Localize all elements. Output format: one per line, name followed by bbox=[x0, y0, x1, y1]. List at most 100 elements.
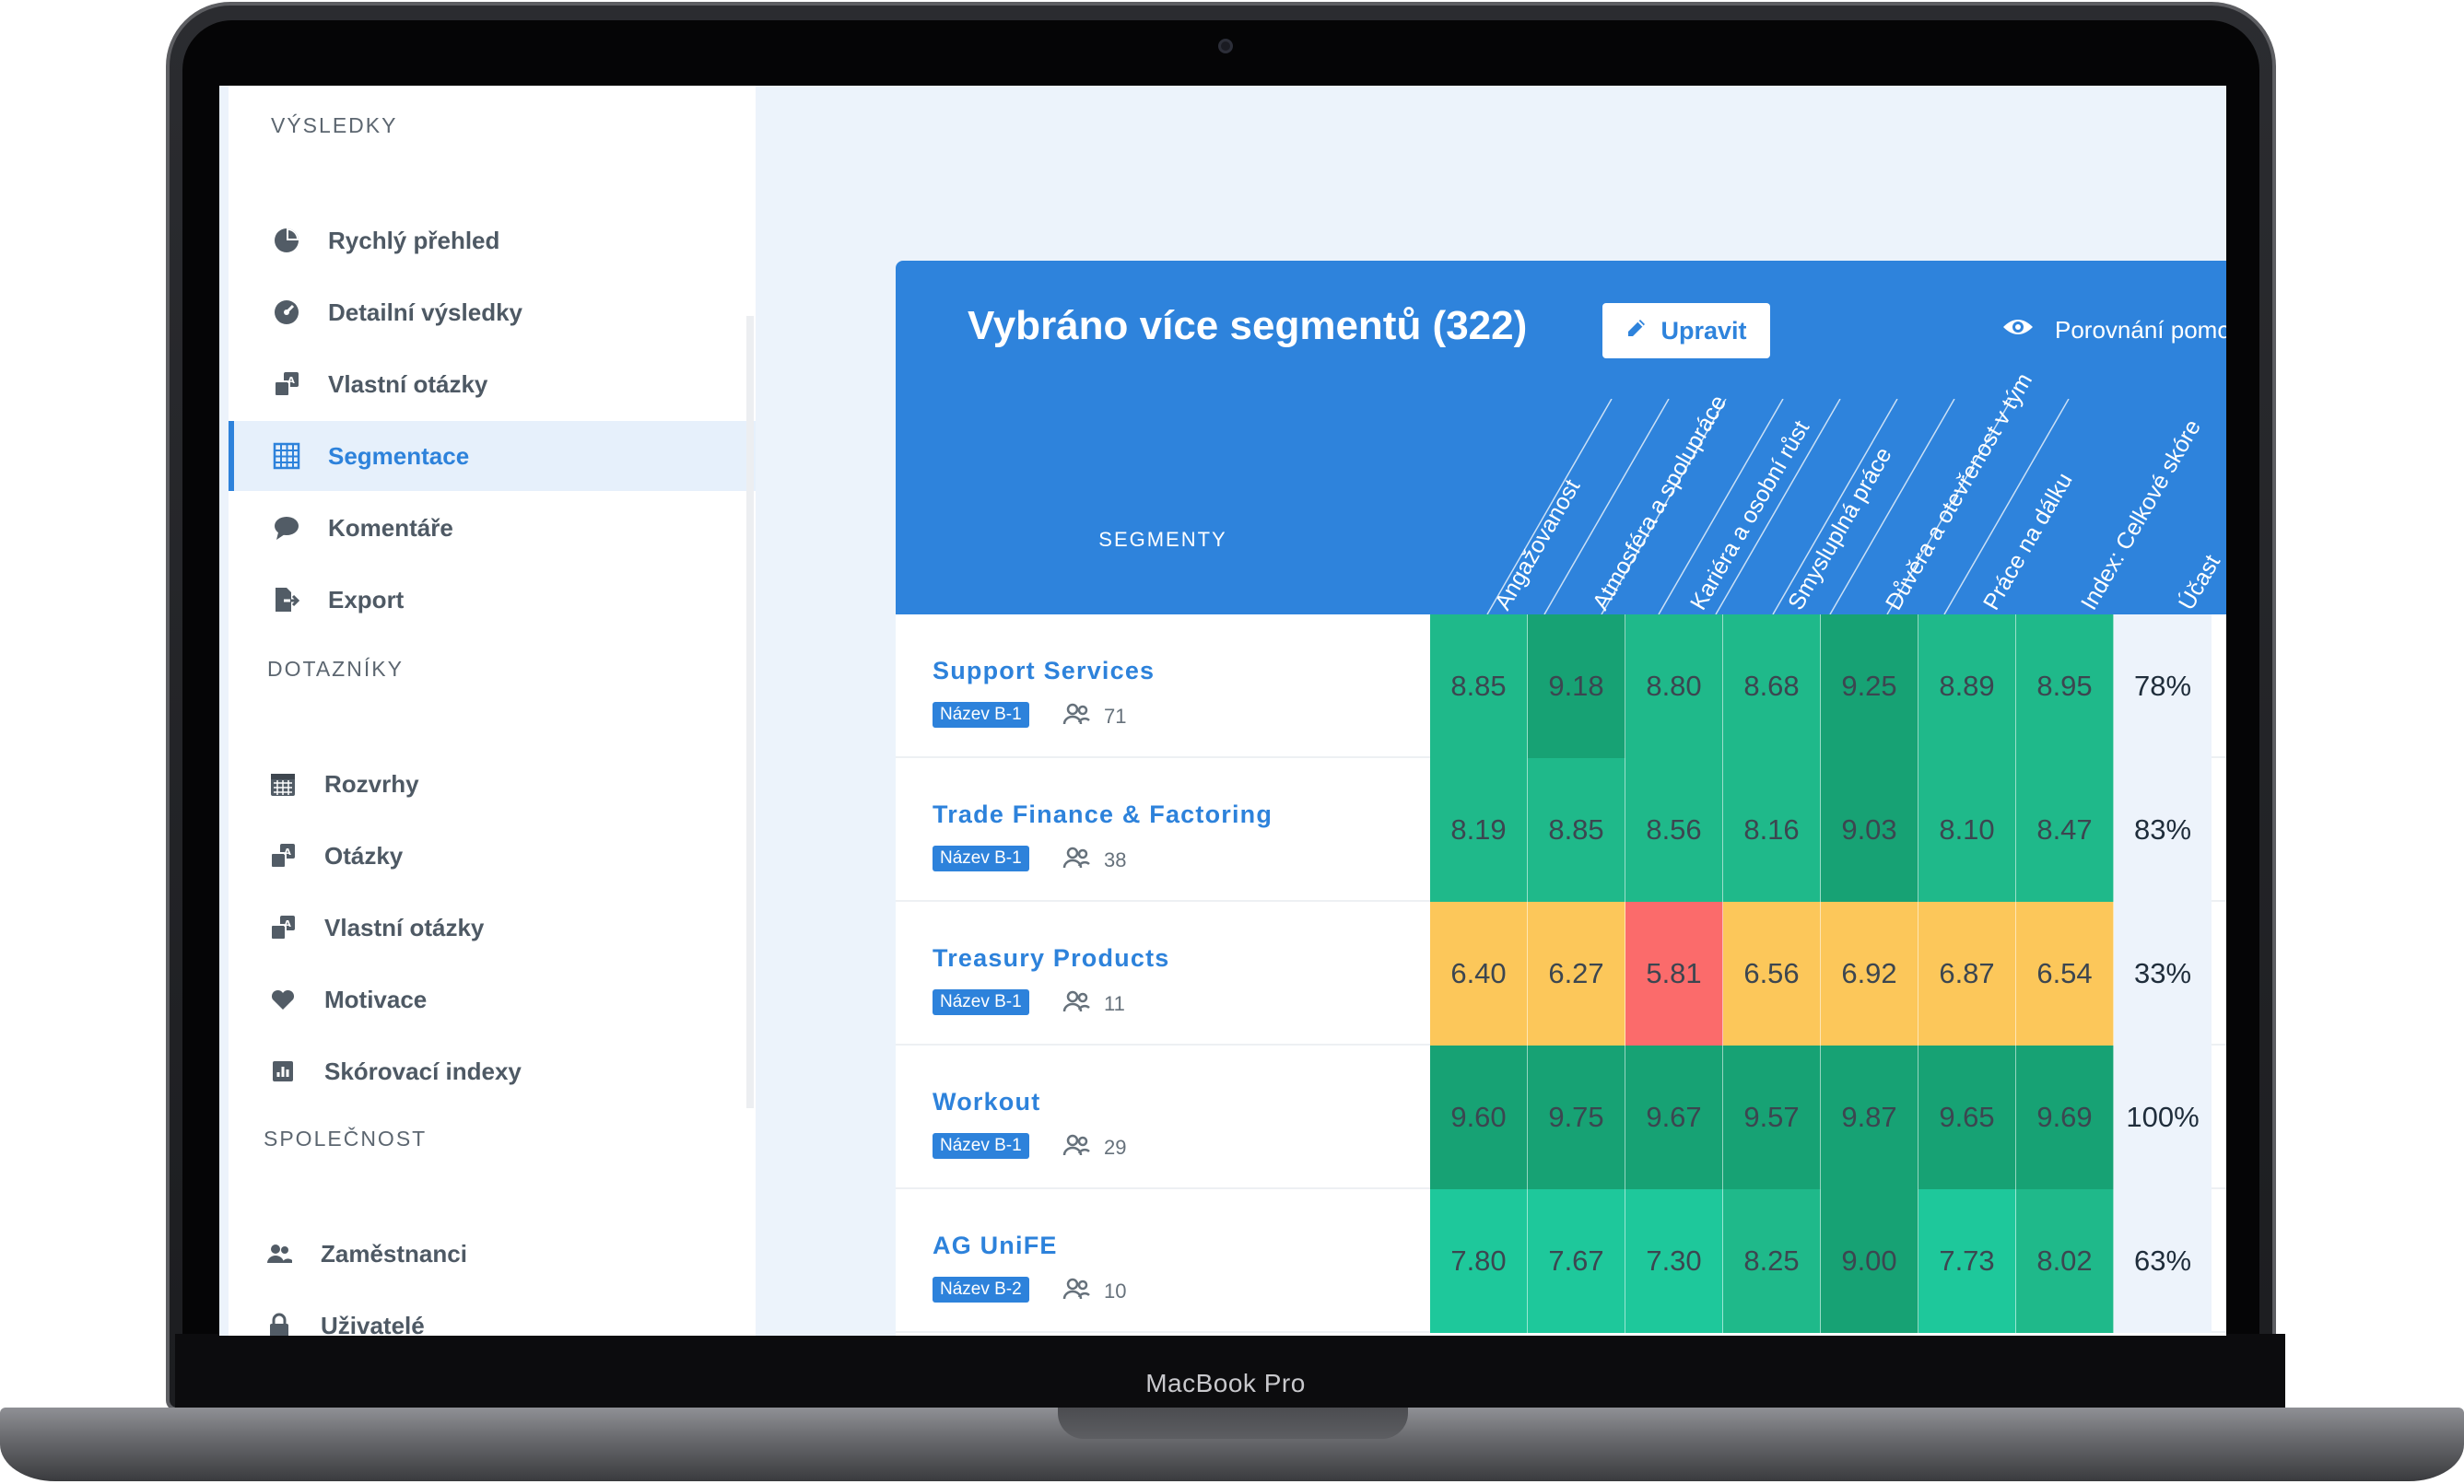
score-cell[interactable]: 9.67 bbox=[1625, 1046, 1723, 1189]
export-icon bbox=[271, 584, 302, 615]
score-cell[interactable]: 5.81 bbox=[1625, 902, 1723, 1046]
score-cell[interactable]: 6.27 bbox=[1528, 902, 1625, 1046]
segment-count-value: 10 bbox=[1104, 1280, 1127, 1303]
sidebar-item-label: Vlastní otázky bbox=[328, 369, 488, 398]
segment-badge: Název B-1 bbox=[933, 846, 1029, 871]
segment-badge: Název B-2 bbox=[933, 1277, 1029, 1303]
score-cell[interactable]: 8.95 bbox=[2016, 614, 2114, 758]
sidebar-item-custom-questions[interactable]: A Vlastní otázky bbox=[229, 349, 756, 419]
score-cell[interactable]: 7.80 bbox=[1430, 1189, 1528, 1333]
sidebar-item-schedules[interactable]: Rozvrhy bbox=[229, 749, 756, 819]
segment-count: 29 bbox=[1062, 1133, 1126, 1163]
bar-chart-icon bbox=[267, 1056, 299, 1087]
section-title-results: VÝSLEDKY bbox=[271, 113, 398, 137]
sidebar-item-own-questions[interactable]: A Vlastní otázky bbox=[229, 893, 756, 963]
segment-count: 10 bbox=[1062, 1277, 1126, 1306]
sidebar-item-label: Segmentace bbox=[328, 441, 470, 470]
sidebar-item-detailed-results[interactable]: Detailní výsledky bbox=[229, 277, 756, 347]
calendar-icon bbox=[267, 768, 299, 800]
segment-name[interactable]: Trade Finance & Factoring bbox=[933, 800, 1273, 828]
score-cell[interactable]: 9.25 bbox=[1821, 614, 1918, 758]
sidebar-item-segmentation[interactable]: Segmentace bbox=[229, 421, 756, 491]
score-cell[interactable]: 8.16 bbox=[1723, 758, 1821, 902]
table-row: Support Services Název B-1 71 8.85 9.18 … bbox=[896, 614, 2226, 758]
segment-count: 71 bbox=[1062, 702, 1126, 731]
segment-count: 38 bbox=[1062, 846, 1126, 875]
sidebar-scrollbar[interactable] bbox=[746, 316, 754, 1108]
sidebar-item-label: Zaměstnanci bbox=[321, 1239, 467, 1268]
segments-panel: Vybráno více segmentů (322) Upravit Poro… bbox=[896, 261, 2226, 1336]
sidebar-item-label: Rychlý přehled bbox=[328, 226, 500, 254]
sidebar-item-export[interactable]: Export bbox=[229, 565, 756, 635]
score-cell[interactable]: 6.54 bbox=[2016, 902, 2114, 1046]
score-cell[interactable]: 9.00 bbox=[1821, 1189, 1918, 1333]
panel-title: Vybráno více segmentů (322) bbox=[968, 303, 1528, 348]
score-cell[interactable]: 6.56 bbox=[1723, 902, 1821, 1046]
sidebar-item-label: Otázky bbox=[324, 841, 404, 870]
gauge-icon bbox=[271, 297, 302, 328]
section-title-company: SPOLEČNOST bbox=[264, 1127, 428, 1151]
edit-button-label: Upravit bbox=[1660, 316, 1747, 345]
pencil-icon bbox=[1625, 317, 1648, 345]
sidebar-item-quick-overview[interactable]: Rychlý přehled bbox=[229, 205, 756, 275]
score-cell[interactable]: 6.40 bbox=[1430, 902, 1528, 1046]
score-cell[interactable]: 9.65 bbox=[1918, 1046, 2016, 1189]
grid-icon bbox=[271, 440, 302, 472]
svg-text:A: A bbox=[284, 919, 291, 929]
participation-cell: 100% bbox=[2114, 1046, 2212, 1189]
segment-name[interactable]: Workout bbox=[933, 1088, 1041, 1116]
score-cell[interactable]: 9.75 bbox=[1528, 1046, 1625, 1189]
segment-name[interactable]: AG UniFE bbox=[933, 1232, 1058, 1259]
score-cell[interactable]: 6.92 bbox=[1821, 902, 1918, 1046]
panel-header: Vybráno více segmentů (322) Upravit Poro… bbox=[896, 261, 2226, 614]
score-cell[interactable]: 8.25 bbox=[1723, 1189, 1821, 1333]
score-cell[interactable]: 7.73 bbox=[1918, 1189, 2016, 1333]
score-cell[interactable]: 9.57 bbox=[1723, 1046, 1821, 1189]
sidebar-item-label: Uživatelé bbox=[321, 1311, 425, 1337]
score-cell[interactable]: 8.85 bbox=[1528, 758, 1625, 902]
compare-toggle[interactable]: Porovnání pomoc bbox=[2001, 316, 2226, 345]
laptop-chin bbox=[175, 1334, 2285, 1411]
compare-label: Porovnání pomoc bbox=[2055, 316, 2226, 344]
segment-name[interactable]: Support Services bbox=[933, 657, 1156, 684]
laptop-notch bbox=[1058, 1408, 1408, 1439]
score-cell[interactable]: 8.68 bbox=[1723, 614, 1821, 758]
score-cell[interactable]: 8.89 bbox=[1918, 614, 2016, 758]
score-cell[interactable]: 9.69 bbox=[2016, 1046, 2114, 1189]
pie-chart-icon bbox=[271, 225, 302, 256]
sidebar-item-employees[interactable]: Zaměstnanci bbox=[229, 1219, 756, 1289]
participation-cell: 33% bbox=[2114, 902, 2212, 1046]
sidebar-item-scoring-indexes[interactable]: Skórovací indexy bbox=[229, 1036, 756, 1106]
score-cell[interactable]: 9.60 bbox=[1430, 1046, 1528, 1189]
table-row: Trade Finance & Factoring Název B-1 38 8… bbox=[896, 758, 2226, 902]
score-cell[interactable]: 8.47 bbox=[2016, 758, 2114, 902]
sidebar-item-questions[interactable]: A Otázky bbox=[229, 821, 756, 891]
segment-name[interactable]: Treasury Products bbox=[933, 944, 1170, 972]
edit-button[interactable]: Upravit bbox=[1602, 303, 1770, 358]
score-cell[interactable]: 8.10 bbox=[1918, 758, 2016, 902]
score-cell[interactable]: 8.19 bbox=[1430, 758, 1528, 902]
custom-question-icon: A bbox=[271, 368, 302, 400]
segment-count-value: 71 bbox=[1104, 705, 1127, 728]
score-cell[interactable]: 8.56 bbox=[1625, 758, 1723, 902]
sidebar-item-label: Vlastní otázky bbox=[324, 913, 485, 941]
score-cell[interactable]: 7.30 bbox=[1625, 1189, 1723, 1333]
sidebar-item-motivation[interactable]: Motivace bbox=[229, 964, 756, 1034]
score-cell[interactable]: 7.67 bbox=[1528, 1189, 1625, 1333]
people-icon bbox=[264, 1238, 295, 1269]
custom-question-icon: A bbox=[267, 912, 299, 943]
device-label: MacBook Pro bbox=[1145, 1369, 1306, 1397]
score-cell[interactable]: 6.87 bbox=[1918, 902, 2016, 1046]
sidebar-item-label: Skórovací indexy bbox=[324, 1057, 522, 1085]
score-cell[interactable]: 8.02 bbox=[2016, 1189, 2114, 1333]
sidebar-item-comments[interactable]: Komentáře bbox=[229, 493, 756, 563]
score-cell[interactable]: 8.80 bbox=[1625, 614, 1723, 758]
sidebar-item-users[interactable]: Uživatelé bbox=[229, 1291, 756, 1336]
participation-cell: 63% bbox=[2114, 1189, 2212, 1333]
score-cell[interactable]: 9.18 bbox=[1528, 614, 1625, 758]
custom-question-icon: A bbox=[267, 840, 299, 871]
score-cell[interactable]: 9.03 bbox=[1821, 758, 1918, 902]
score-cell[interactable]: 8.85 bbox=[1430, 614, 1528, 758]
score-cell[interactable]: 9.87 bbox=[1821, 1046, 1918, 1189]
segments-column-header: SEGMENTY bbox=[1098, 528, 1227, 551]
